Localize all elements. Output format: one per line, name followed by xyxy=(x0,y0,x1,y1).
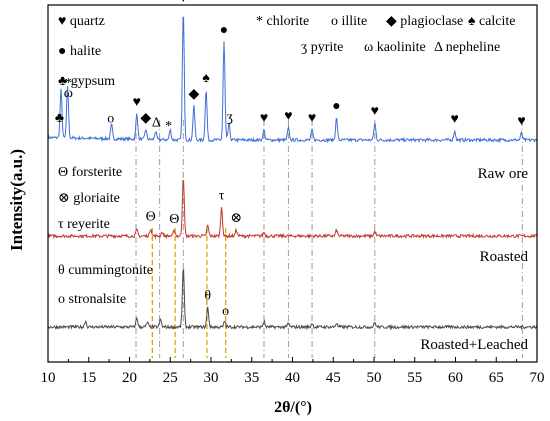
x-tick-label: 15 xyxy=(81,370,96,386)
legend-entry: ♣ gypsum xyxy=(58,74,115,89)
y-axis-label: Intensity(a.u.) xyxy=(7,149,26,251)
legend-entry: o illite xyxy=(331,14,367,29)
x-ticks: 10 15 20 25 30 35 40 45 50 55 60 65 70 xyxy=(41,357,545,386)
x-tick-label: 50 xyxy=(367,370,382,386)
peak-marker: ʒ xyxy=(227,110,233,125)
peak-marker: * xyxy=(165,119,172,134)
peak-marker: ⊗ xyxy=(230,211,242,226)
series-line xyxy=(47,16,538,144)
legend-entry: ω kaolinite xyxy=(364,40,426,55)
x-tick-label: 70 xyxy=(530,370,545,386)
peak-marker: * xyxy=(65,76,72,91)
peak-marker: ♥ xyxy=(517,114,525,129)
peak-marker: ♥ xyxy=(371,104,379,119)
peak-marker: ♥ xyxy=(260,111,268,126)
x-axis-label: 2θ/(°) xyxy=(274,399,312,416)
legend-entry: Θ forsterite xyxy=(58,165,122,180)
label-raw-ore: Raw ore xyxy=(478,166,529,182)
legend-roasted: Θ forsterite ⊗ gloriaite τ reyerite xyxy=(58,165,122,232)
peak-marker: θ xyxy=(204,289,211,304)
x-tick-label: 35 xyxy=(244,370,259,386)
peak-marker: Θ xyxy=(146,210,156,225)
x-tick-label: 10 xyxy=(41,370,56,386)
x-tick-label: 55 xyxy=(407,370,422,386)
legend-entry: ♥ quartz xyxy=(58,14,105,29)
peak-marker: ● xyxy=(220,23,228,38)
legend-entry: o stronalsite xyxy=(58,292,126,307)
reference-lines xyxy=(135,120,523,358)
peak-marker: ◆ xyxy=(188,87,199,102)
peak-marker: ♥ xyxy=(451,112,459,127)
peak-marker: o xyxy=(222,304,229,319)
series-line xyxy=(47,179,538,240)
label-roasted-leached: Roasted+Leached xyxy=(420,337,528,353)
legend-entry: ⊗ gloriaite xyxy=(58,191,120,206)
peak-marker: ♠ xyxy=(202,71,210,86)
legend-entry: θ cummingtonite xyxy=(58,263,153,278)
peak-marker: ● xyxy=(332,99,340,114)
peak-marker: ♥ xyxy=(133,95,141,110)
x-tick-label: 65 xyxy=(489,370,504,386)
peak-marker: Θ xyxy=(169,212,179,227)
series-line xyxy=(47,268,538,331)
peak-marker: ♥ xyxy=(284,109,292,124)
legend-entry: * chlorite xyxy=(256,14,309,29)
legend-entry: ◆ plagioclase xyxy=(386,14,463,29)
peak-marker: ♥ xyxy=(308,111,316,126)
legend-entry: τ reyerite xyxy=(58,217,110,232)
x-tick-label: 20 xyxy=(122,370,137,386)
series-layer xyxy=(47,16,538,331)
peak-marker: ◆ xyxy=(140,111,151,126)
legend-entry: ♠ calcite xyxy=(468,14,515,29)
peak-marker: o xyxy=(107,112,114,127)
peak-marker: ♥ xyxy=(179,0,187,6)
x-tick-label: 25 xyxy=(163,370,178,386)
peak-marker: Δ xyxy=(152,116,161,131)
x-tick-label: 45 xyxy=(326,370,341,386)
peak-markers: ♣ω*o♥◆Δ*♥◆♠●ʒ♥♥♥●♥♥♥ΘΘτ⊗θo xyxy=(55,0,526,319)
peak-marker: τ xyxy=(219,189,225,204)
x-tick-label: 40 xyxy=(285,370,300,386)
legend-entry: ʒ pyrite xyxy=(301,40,343,55)
legend-raw-ore: ♥ quartz * chlorite o illite ◆ plagioclase ♠… xyxy=(58,14,515,89)
label-roasted: Roasted xyxy=(480,249,529,265)
x-tick-label: 30 xyxy=(204,370,219,386)
legend-entry: Δ nepheline xyxy=(434,40,500,55)
peak-marker: ω xyxy=(64,86,73,101)
peak-marker: ♣ xyxy=(55,111,64,126)
legend-leached: θ cummingtonite o stronalsite xyxy=(58,263,153,307)
legend-entry: ● halite xyxy=(58,44,101,59)
x-tick-label: 60 xyxy=(448,370,463,386)
